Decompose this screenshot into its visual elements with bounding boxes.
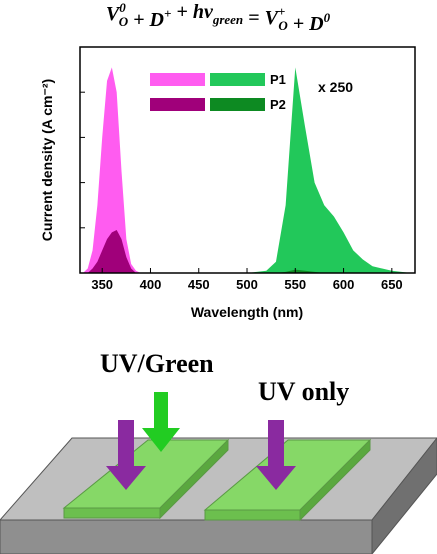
equation: V0 O + D+ + hvgreen = V+ O + D0 (106, 0, 331, 35)
uv-area (82, 67, 151, 273)
device-diagram: UV/Green UV only (0, 349, 437, 554)
legend-swatch (150, 98, 205, 111)
eq-base: V (106, 3, 121, 25)
eq-base: + (133, 9, 144, 31)
label-uv-only: UV only (258, 377, 349, 406)
substrate-side (371, 437, 437, 554)
legend-label: P1 (270, 72, 286, 87)
legend-swatch (150, 73, 205, 86)
legend-label: P2 (270, 97, 286, 112)
green-area (247, 269, 412, 273)
eq-sub: O (119, 14, 129, 29)
legend-swatch (210, 73, 265, 86)
eq-sup: + (164, 6, 171, 21)
eq-sub: O (278, 18, 288, 33)
x-tick-label: 450 (188, 277, 210, 292)
x-tick-label: 650 (381, 277, 403, 292)
uv-arrow-right (256, 420, 296, 490)
x-tick-label: 350 (91, 277, 113, 292)
x-tick-label: 500 (236, 277, 258, 292)
eq-base: hv (193, 1, 214, 23)
eq-sub: green (212, 12, 243, 27)
electrode-right-side (299, 438, 371, 522)
electrode-left-edge (63, 507, 161, 519)
green-area (247, 67, 412, 273)
x-tick-label: 400 (140, 277, 162, 292)
legend-swatch (210, 98, 265, 111)
eq-sup: 0 (324, 10, 331, 25)
green-arrow (142, 392, 180, 452)
annotation: x 250 (318, 79, 353, 95)
eq-base: V (265, 7, 280, 29)
electrode-right-edge (204, 509, 301, 521)
eq-sup: 0 (119, 0, 126, 15)
eq-base: D (149, 9, 164, 31)
eq-base: = (248, 7, 259, 29)
eq-sup: + (278, 4, 285, 19)
x-axis-label: Wavelength (nm) (191, 304, 303, 320)
x-tick-label: 600 (333, 277, 355, 292)
eq-base: + (176, 1, 187, 23)
substrate-front (0, 519, 373, 554)
eq-base: + (293, 13, 304, 35)
eq-base: D (308, 13, 323, 35)
label-uv-green: UV/Green (100, 349, 214, 378)
electrode-left-side (159, 438, 229, 520)
uv-area (82, 230, 151, 273)
uv-arrow-left (106, 420, 146, 490)
y-axis-label: Current density (A cm⁻²) (39, 79, 55, 241)
x-tick-label: 550 (284, 277, 306, 292)
